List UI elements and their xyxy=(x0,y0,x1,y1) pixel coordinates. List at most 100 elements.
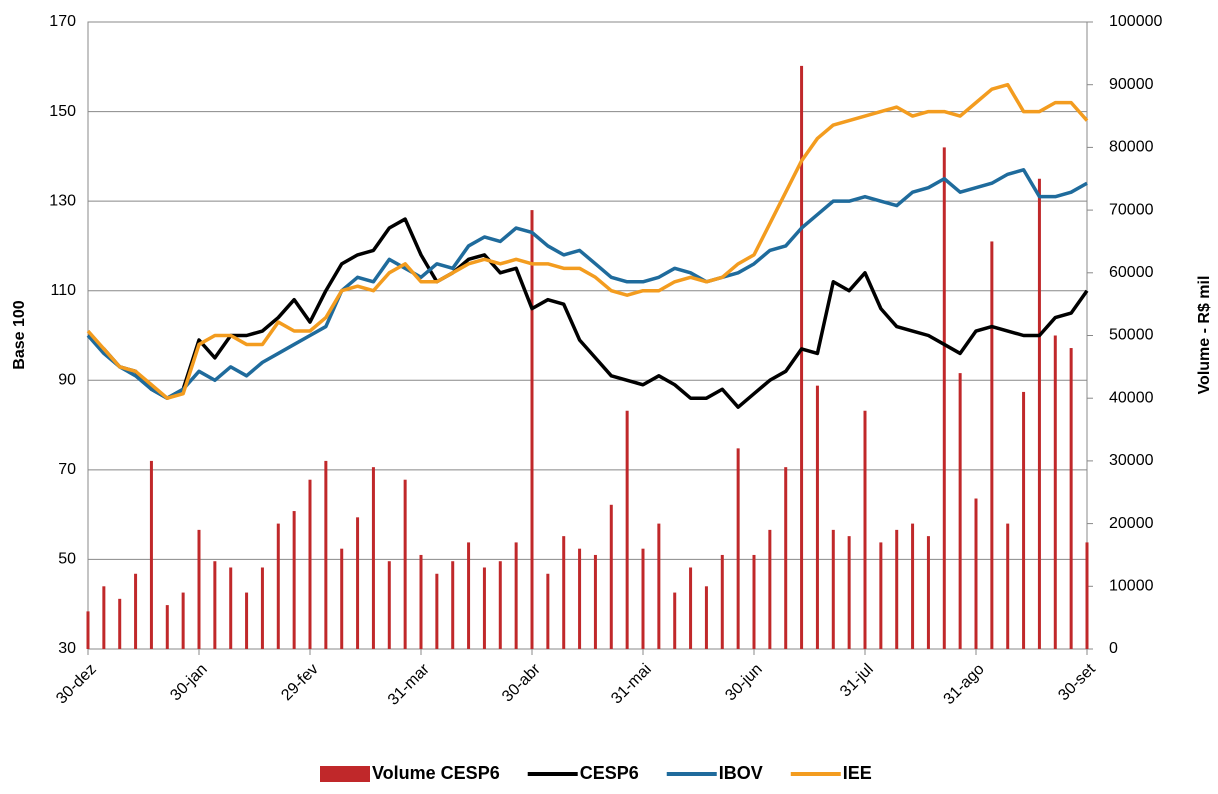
y-axis-title: Base 100 xyxy=(11,300,28,369)
bar xyxy=(149,460,153,649)
y2-tick-label: 50000 xyxy=(1109,327,1154,344)
bar xyxy=(974,498,978,649)
x-tick-label: 31-mai xyxy=(608,661,655,708)
y2-tick-label: 60000 xyxy=(1109,264,1154,281)
bar xyxy=(578,548,582,649)
y2-tick-label: 0 xyxy=(1109,640,1118,657)
bar xyxy=(403,479,407,649)
bar xyxy=(895,529,899,649)
y2-tick-label: 90000 xyxy=(1109,76,1154,93)
bar xyxy=(419,554,423,649)
bar xyxy=(768,529,772,649)
bar xyxy=(482,567,486,649)
y-tick-label: 150 xyxy=(49,103,76,120)
bar xyxy=(308,479,312,649)
bar xyxy=(562,536,566,649)
bar xyxy=(879,542,883,649)
bar xyxy=(197,529,201,649)
bar xyxy=(847,536,851,649)
line xyxy=(86,82,1089,400)
bar xyxy=(593,554,597,649)
y-tick-label: 90 xyxy=(58,372,76,389)
bar xyxy=(752,554,756,649)
y2-tick-label: 10000 xyxy=(1109,578,1154,595)
y-tick-label: 70 xyxy=(58,461,76,478)
x-tick-label: 29-fev xyxy=(278,661,321,704)
bar xyxy=(958,373,962,649)
bar xyxy=(926,536,930,649)
bar xyxy=(720,554,724,649)
bar xyxy=(736,448,740,649)
y2-tick-label: 100000 xyxy=(1109,13,1162,30)
bar xyxy=(229,567,233,649)
y2-tick-label: 40000 xyxy=(1109,389,1154,406)
bar xyxy=(514,542,518,649)
bar xyxy=(292,511,296,649)
bar xyxy=(546,573,550,649)
bar xyxy=(990,241,994,649)
y-tick-label: 110 xyxy=(50,282,76,299)
x-tick-label: 30-jan xyxy=(167,661,210,704)
x-tick-label: 30-set xyxy=(1055,660,1099,704)
bar xyxy=(340,548,344,649)
x-tick-label: 30-jun xyxy=(722,661,765,704)
bar xyxy=(1006,523,1010,649)
bar xyxy=(467,542,471,649)
bar xyxy=(387,561,391,649)
bar xyxy=(276,523,280,649)
bar xyxy=(213,561,217,649)
bar xyxy=(165,605,169,649)
bar xyxy=(625,410,629,649)
bar xyxy=(1069,348,1073,649)
y2-tick-label: 20000 xyxy=(1109,515,1154,532)
y2-tick-label: 80000 xyxy=(1109,139,1154,156)
bar xyxy=(689,567,693,649)
bar xyxy=(102,586,106,649)
bar xyxy=(784,467,788,649)
bar xyxy=(181,592,185,649)
x-tick-label: 31-ago xyxy=(941,661,988,708)
line xyxy=(86,168,1088,400)
bar xyxy=(1085,542,1089,649)
y2-axis-title: Volume - R$ mil xyxy=(1196,276,1213,395)
y2-tick-label: 70000 xyxy=(1109,201,1154,218)
y-tick-label: 170 xyxy=(49,13,76,30)
bar xyxy=(356,517,360,649)
bar xyxy=(451,561,455,649)
x-tick-label: 30-dez xyxy=(53,661,100,708)
bar xyxy=(609,504,613,649)
bar xyxy=(831,529,835,649)
bar xyxy=(815,385,819,649)
bar xyxy=(324,460,328,649)
bar xyxy=(942,147,946,649)
bar xyxy=(863,410,867,649)
bar xyxy=(673,592,677,649)
bar xyxy=(530,210,534,649)
x-tick-label: 31-mar xyxy=(385,660,433,708)
y2-tick-label: 30000 xyxy=(1109,452,1154,469)
legend-swatch xyxy=(320,766,370,782)
bar xyxy=(86,611,90,649)
bar xyxy=(800,65,804,649)
bar xyxy=(641,548,645,649)
bar xyxy=(1053,335,1057,649)
bar xyxy=(245,592,249,649)
bar xyxy=(118,598,122,649)
bar xyxy=(1037,178,1041,649)
bar xyxy=(1022,391,1026,649)
y-tick-label: 50 xyxy=(58,551,76,568)
x-tick-label: 31-jul xyxy=(837,661,877,701)
bar xyxy=(911,523,915,649)
y-tick-label: 30 xyxy=(58,640,76,657)
bar xyxy=(134,573,138,649)
x-tick-label: 30-abr xyxy=(499,660,544,705)
legend-label: CESP6 xyxy=(580,763,639,783)
bar xyxy=(371,467,375,649)
bar xyxy=(704,586,708,649)
line xyxy=(86,217,1089,409)
bar xyxy=(260,567,264,649)
legend-label: IEE xyxy=(843,763,872,783)
legend-label: Volume CESP6 xyxy=(372,763,500,783)
bar xyxy=(498,561,502,649)
